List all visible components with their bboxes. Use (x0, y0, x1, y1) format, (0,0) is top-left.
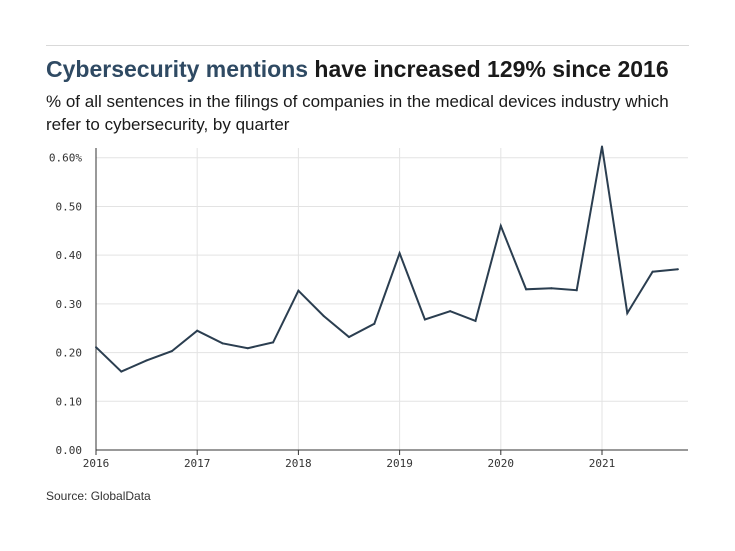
chart-subtitle: % of all sentences in the filings of com… (46, 92, 669, 134)
grid (96, 148, 688, 450)
chart-title-accent: Cybersecurity mentions (46, 56, 309, 82)
y-tick-label: 0.40 (56, 249, 83, 262)
data-point (348, 335, 350, 338)
data-point (676, 268, 679, 271)
y-tick-label: 0.50 (56, 200, 83, 213)
y-tick-label: 0.10 (56, 395, 83, 408)
axes (95, 148, 688, 455)
x-tick-label: 2021 (589, 457, 616, 470)
y-tick-label: 0.00 (56, 444, 83, 457)
data-point (170, 350, 173, 353)
data-point (525, 288, 528, 291)
x-tick-label: 2020 (488, 457, 515, 470)
data-point (120, 370, 123, 373)
data-point (626, 312, 629, 315)
data-point (499, 224, 502, 227)
x-tick-label: 2018 (285, 457, 312, 470)
data-point (398, 252, 401, 255)
chart-title: Cybersecurity mentions have increased 12… (46, 56, 669, 83)
data-point (449, 310, 452, 313)
data-point (272, 341, 275, 344)
y-tick-label: 0.30 (56, 298, 83, 311)
source-note: Source: GlobalData (46, 489, 151, 503)
series (95, 145, 679, 373)
data-point (297, 289, 300, 292)
data-point (322, 315, 325, 318)
data-point (196, 329, 199, 332)
data-point (601, 145, 603, 148)
x-tick-label: 2019 (386, 457, 413, 470)
y-tick-label: 0.20 (56, 347, 83, 360)
data-point (95, 346, 97, 349)
x-tick-label: 2016 (83, 457, 110, 470)
top-divider (46, 45, 689, 46)
chart-title-rest: have increased 129% since 2016 (308, 56, 669, 82)
data-point (373, 322, 376, 325)
data-point (246, 347, 249, 350)
tick-labels: 0.00 0.10 0.20 0.30 0.40 0.50 0.60% 2016 2017 201… (49, 152, 615, 470)
data-point (145, 359, 148, 362)
x-tick-label: 2017 (184, 457, 211, 470)
data-point (550, 287, 553, 290)
data-point (651, 270, 654, 273)
data-point (221, 342, 224, 345)
data-point (575, 289, 578, 292)
data-point (474, 319, 477, 322)
series-line (95, 146, 678, 373)
data-point (423, 318, 426, 321)
y-tick-label: 0.60% (49, 152, 82, 165)
